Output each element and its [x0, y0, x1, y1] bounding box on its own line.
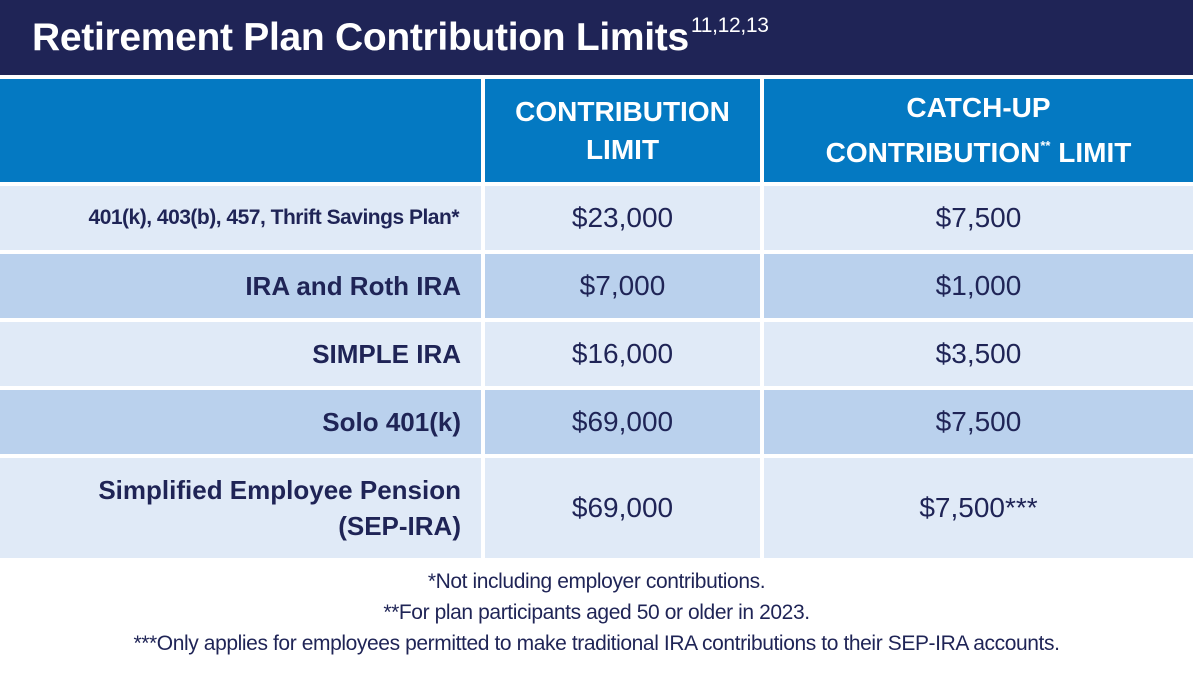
- title-citation-superscript: 11,12,13: [690, 14, 769, 37]
- header-text: CONTRIBUTION: [515, 95, 730, 127]
- table-header-row: CONTRIBUTION LIMIT CATCH-UP CONTRIBUTION**…: [0, 79, 1193, 182]
- header-text: LIMIT: [1050, 137, 1132, 168]
- table-row: Simplified Employee Pension (SEP-IRA) $69…: [0, 458, 1193, 558]
- footnote-marker: **: [1040, 138, 1051, 153]
- table-row: 401(k), 403(b), 457, Thrift Savings Plan…: [0, 186, 1193, 250]
- header-text: CONTRIBUTION: [825, 137, 1041, 168]
- plan-name: Solo 401(k): [0, 390, 481, 454]
- contribution-limit: $16,000: [485, 322, 760, 386]
- catch-up-limit: $7,500: [764, 390, 1193, 454]
- table-row: SIMPLE IRA $16,000 $3,500: [0, 322, 1193, 386]
- footnotes: *Not including employer contributions. *…: [0, 566, 1193, 659]
- header-text: CATCH-UP: [906, 92, 1051, 123]
- header-text: LIMIT: [585, 133, 660, 165]
- header-contribution-limit: CONTRIBUTION LIMIT: [485, 79, 760, 182]
- contribution-limit: $69,000: [485, 458, 760, 558]
- catch-up-limit: $7,500***: [764, 458, 1193, 558]
- header-plan: [0, 79, 481, 182]
- table-row: IRA and Roth IRA $7,000 $1,000: [0, 254, 1193, 318]
- plan-name-line: Simplified Employee Pension: [98, 475, 461, 505]
- plan-name: SIMPLE IRA: [0, 322, 481, 386]
- catch-up-limit: $7,500: [764, 186, 1193, 250]
- footnote: **For plan participants aged 50 or older…: [383, 601, 810, 624]
- footnote: ***Only applies for employees permitted …: [133, 632, 1060, 655]
- page-title: Retirement Plan Contribution Limits11,12…: [32, 14, 769, 60]
- contribution-limits-table: CONTRIBUTION LIMIT CATCH-UP CONTRIBUTION**…: [0, 79, 1193, 562]
- header-catch-up-limit: CATCH-UP CONTRIBUTION** LIMIT: [764, 79, 1193, 182]
- contribution-limit: $23,000: [485, 186, 760, 250]
- title-bar: Retirement Plan Contribution Limits11,12…: [0, 0, 1193, 75]
- contribution-limit: $7,000: [485, 254, 760, 318]
- table-row: Solo 401(k) $69,000 $7,500: [0, 390, 1193, 454]
- plan-name: Simplified Employee Pension (SEP-IRA): [0, 458, 481, 558]
- footnote: *Not including employer contributions.: [427, 570, 766, 593]
- catch-up-limit: $3,500: [764, 322, 1193, 386]
- plan-name: 401(k), 403(b), 457, Thrift Savings Plan…: [0, 186, 481, 250]
- plan-name-line: (SEP-IRA): [338, 511, 461, 541]
- title-text: Retirement Plan Contribution Limits: [32, 16, 689, 59]
- plan-name: IRA and Roth IRA: [0, 254, 481, 318]
- catch-up-limit: $1,000: [764, 254, 1193, 318]
- contribution-limit: $69,000: [485, 390, 760, 454]
